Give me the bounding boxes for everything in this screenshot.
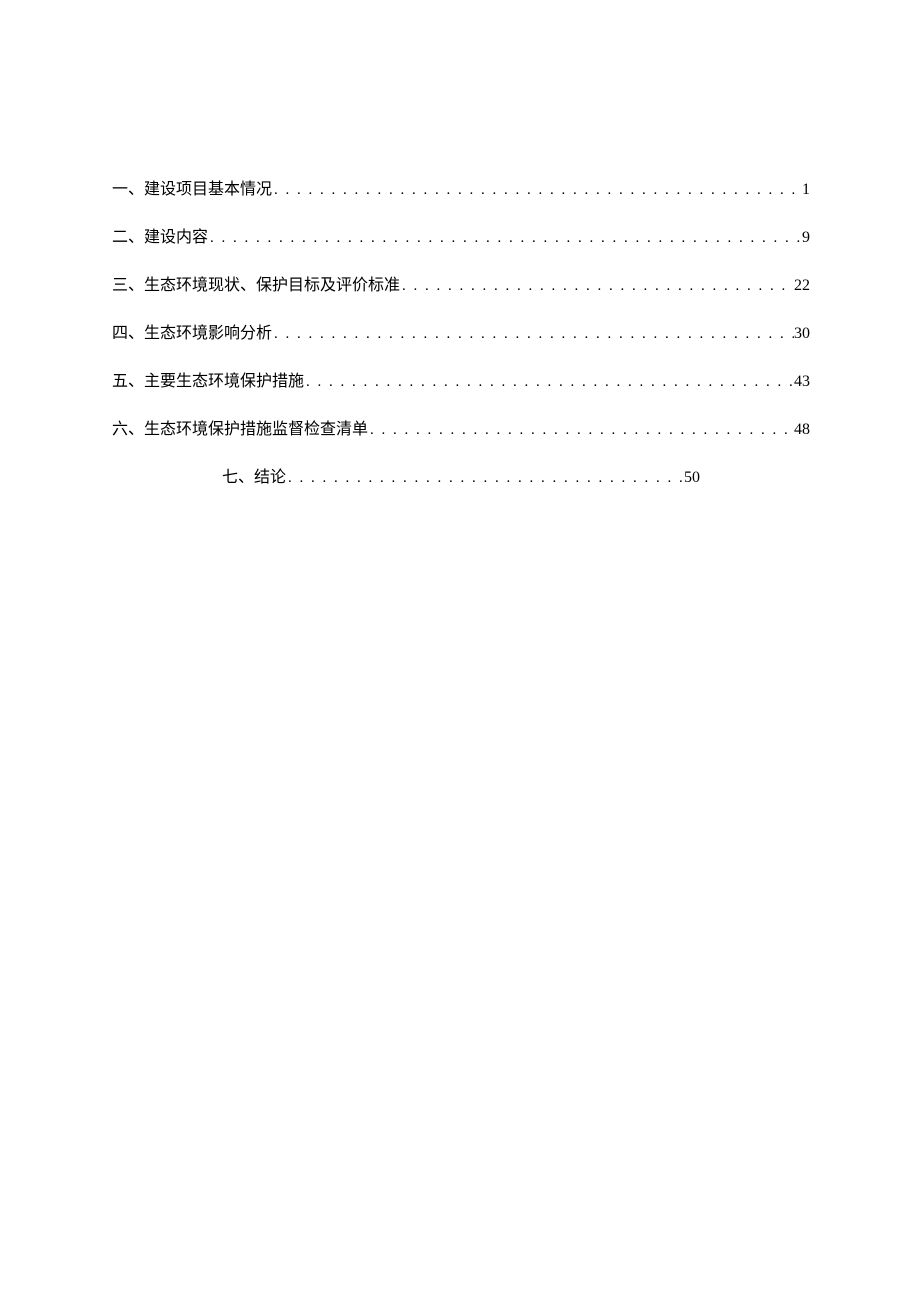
toc-dots [272,326,794,343]
toc-title: 二、建设内容 [112,223,208,247]
toc-page: 43 [794,373,810,391]
toc-page: 22 [794,277,810,295]
toc-title: 五、主要生态环境保护措施 [112,367,304,391]
toc-title: 三、生态环境现状、保护目标及评价标准 [112,271,400,295]
toc-page: 30 [794,325,810,343]
toc-page: 1 [802,181,810,199]
toc-dots [286,470,684,487]
toc-title: 七、结论 [222,463,286,487]
toc-entry: 六、生态环境保护措施监督检查清单 48 [112,415,810,439]
toc-dots [400,278,794,295]
toc-page: 50 [684,469,700,487]
toc-entry: 一、建设项目基本情况 1 [112,175,810,199]
toc-entry: 三、生态环境现状、保护目标及评价标准 22 [112,271,810,295]
toc-entry: 五、主要生态环境保护措施 43 [112,367,810,391]
toc-entry: 二、建设内容 9 [112,223,810,247]
toc-entry: 四、生态环境影响分析 30 [112,319,810,343]
toc-page: 9 [802,229,810,247]
toc-dots [368,422,794,439]
toc-title: 六、生态环境保护措施监督检查清单 [112,415,368,439]
toc-page: 48 [794,421,810,439]
toc-dots [208,230,802,247]
toc-dots [304,374,794,391]
toc-dots [272,182,802,199]
toc-title: 四、生态环境影响分析 [112,319,272,343]
toc-entry-centered: 七、结论 50 [112,463,810,487]
page-content: 一、建设项目基本情况 1 二、建设内容 9 三、生态环境现状、保护目标及评价标准… [0,0,920,487]
toc-title: 一、建设项目基本情况 [112,175,272,199]
